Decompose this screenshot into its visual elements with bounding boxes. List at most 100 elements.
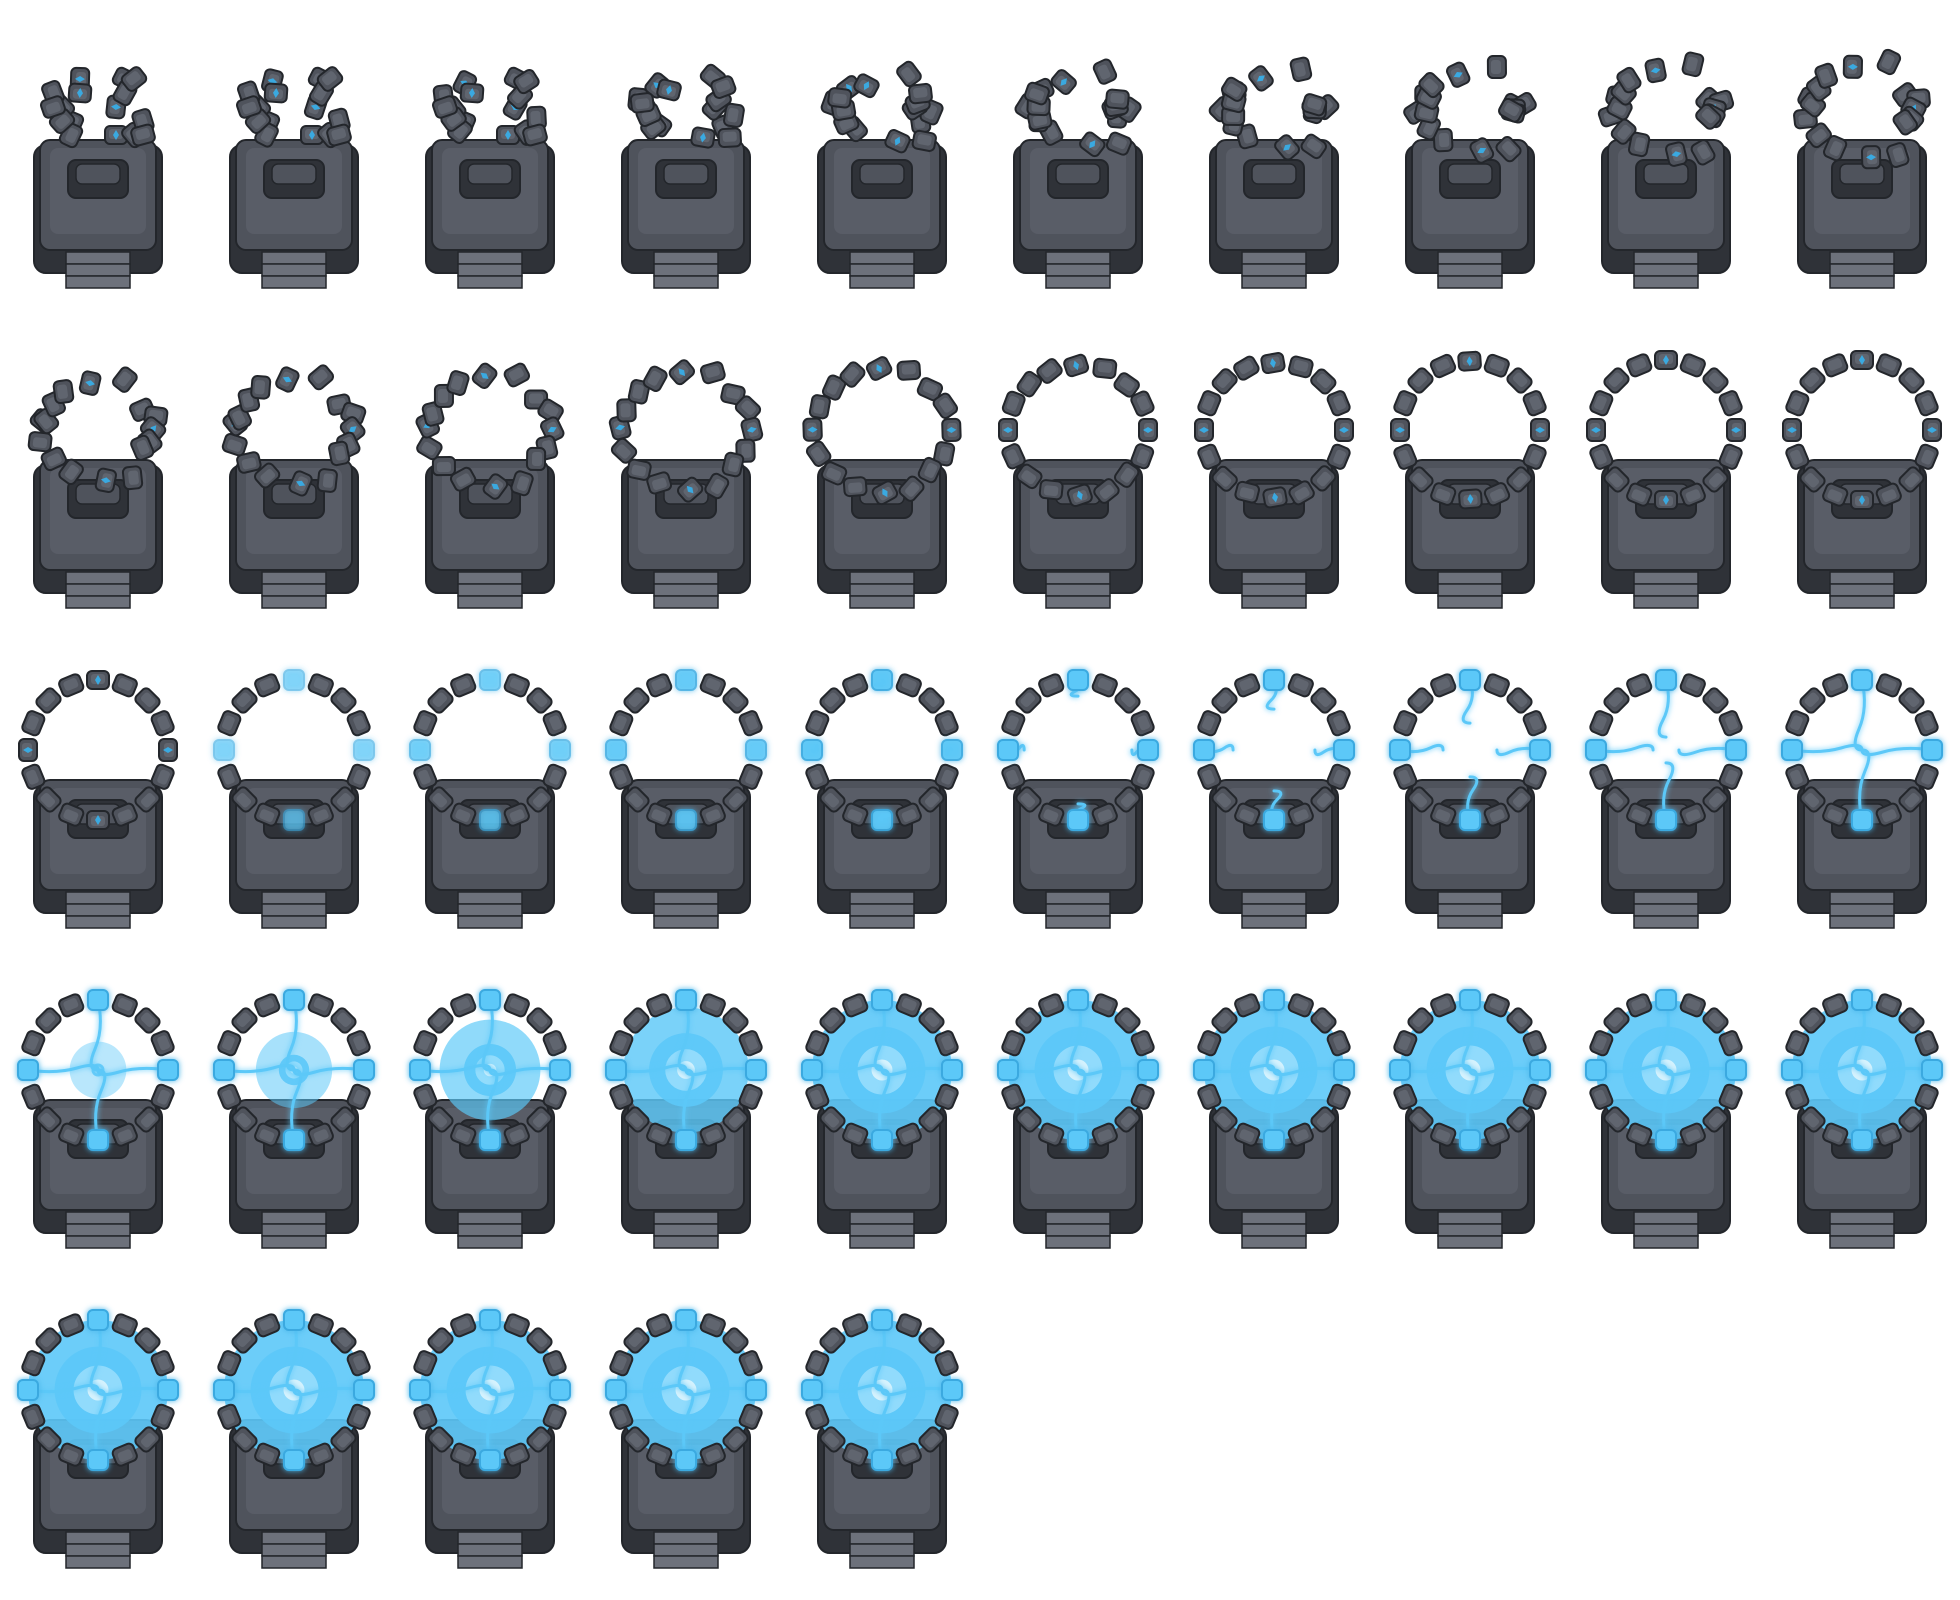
tower-step <box>1437 263 1503 277</box>
sprite-frame <box>1597 51 1735 289</box>
ring-segment <box>1197 1030 1222 1057</box>
sprite-frame <box>33 66 163 289</box>
ring-segment <box>1506 1007 1533 1034</box>
ring-segment <box>1506 1106 1533 1133</box>
crystal-icon <box>863 81 870 91</box>
energy-node <box>1067 669 1089 691</box>
ring-segment <box>1483 673 1510 698</box>
portal-ring <box>221 364 367 497</box>
ring-segment <box>1015 1106 1042 1133</box>
ring-segment <box>1091 1122 1118 1147</box>
energy-node <box>549 1059 571 1081</box>
ring-segment <box>1799 367 1826 394</box>
ring-segment <box>690 126 716 149</box>
tower-step <box>1437 1235 1503 1249</box>
ring-segment <box>1197 443 1222 470</box>
ring-segment <box>1785 710 1810 737</box>
tower-step <box>1045 1211 1111 1225</box>
ring-segment <box>1113 372 1140 398</box>
tower-step <box>261 583 327 597</box>
ring-segment <box>1506 367 1533 394</box>
ring-segment <box>217 763 242 790</box>
ring-segment <box>1695 103 1722 130</box>
energy-node <box>87 1309 109 1331</box>
ring-segment <box>1522 710 1547 737</box>
tower-step <box>1045 903 1111 917</box>
tower-step <box>653 1223 719 1237</box>
ring-segment <box>307 802 334 827</box>
ring-segment <box>542 1403 567 1430</box>
ring-segment <box>1211 368 1238 395</box>
ring-segment <box>427 687 454 714</box>
ring-segment <box>916 377 944 402</box>
ring-segment <box>526 687 553 714</box>
energy-node <box>353 1379 375 1401</box>
ring-segment <box>1586 418 1606 442</box>
crystal-icon <box>296 480 306 487</box>
ring-segment <box>1892 109 1918 136</box>
tower-step <box>1829 571 1895 585</box>
ring-segment <box>656 78 682 102</box>
ring-segment <box>1898 466 1925 493</box>
ring-segment <box>1785 1030 1810 1057</box>
energy-node <box>1851 1129 1873 1151</box>
ring-segment <box>699 361 726 385</box>
ring-segment <box>1610 118 1637 145</box>
ring-segment <box>908 82 933 105</box>
ring-segment <box>21 710 46 737</box>
ring-segment <box>1130 710 1155 737</box>
energy-node <box>1459 809 1481 831</box>
ring-segment <box>699 1122 726 1147</box>
sprite-frame <box>1208 56 1340 289</box>
ring-segment <box>1038 802 1065 827</box>
ring-segment <box>35 1327 62 1354</box>
ring-segment <box>526 1007 553 1034</box>
tower-step <box>849 571 915 585</box>
ring-segment <box>1626 802 1653 827</box>
ring-segment <box>307 993 334 1018</box>
tower-step <box>1241 595 1307 609</box>
ring-segment <box>58 1442 85 1467</box>
tower-step <box>849 263 915 277</box>
crystal-icon <box>1866 154 1877 161</box>
sprite-frame <box>229 66 359 289</box>
sprite-frame <box>802 356 962 609</box>
energy-node <box>1193 1059 1215 1081</box>
ring-segment <box>918 786 945 813</box>
ring-segment <box>721 451 745 478</box>
tower-step <box>1045 1223 1111 1237</box>
tower-step <box>1437 1223 1503 1237</box>
ring-segment <box>1822 993 1849 1018</box>
sprite-frame <box>213 989 375 1249</box>
ring-segment <box>609 1083 634 1110</box>
ring-segment <box>1197 763 1222 790</box>
ring-segment <box>1718 390 1743 417</box>
crystal-icon <box>746 426 757 433</box>
ring-segment <box>134 687 161 714</box>
ring-segment <box>503 993 530 1018</box>
tower-step <box>457 263 523 277</box>
ring-segment <box>717 127 742 149</box>
crystal-icon <box>1077 490 1083 501</box>
energy-arcs <box>614 1318 758 1462</box>
ring-segment <box>1842 54 1863 79</box>
ring-segment <box>1589 443 1614 470</box>
tower-step <box>1437 915 1503 929</box>
sprite-frame <box>17 1309 179 1569</box>
tower-step <box>1045 275 1111 289</box>
ring-segment <box>1326 1030 1351 1057</box>
tower-step <box>1633 891 1699 905</box>
ring-segment <box>288 470 313 497</box>
ring-segment <box>1850 350 1874 370</box>
ring-segment <box>1589 763 1614 790</box>
ring-segment <box>1822 1122 1849 1147</box>
ring-segment <box>1914 1030 1939 1057</box>
tower-step <box>457 1531 523 1545</box>
tower-step <box>653 571 719 585</box>
crystal-icon <box>1003 427 1013 433</box>
tower-step <box>1045 915 1111 929</box>
tower-step <box>261 1235 327 1249</box>
ring-segment <box>58 673 85 698</box>
ring-segment <box>896 60 922 88</box>
ring-segment <box>1310 1007 1337 1034</box>
